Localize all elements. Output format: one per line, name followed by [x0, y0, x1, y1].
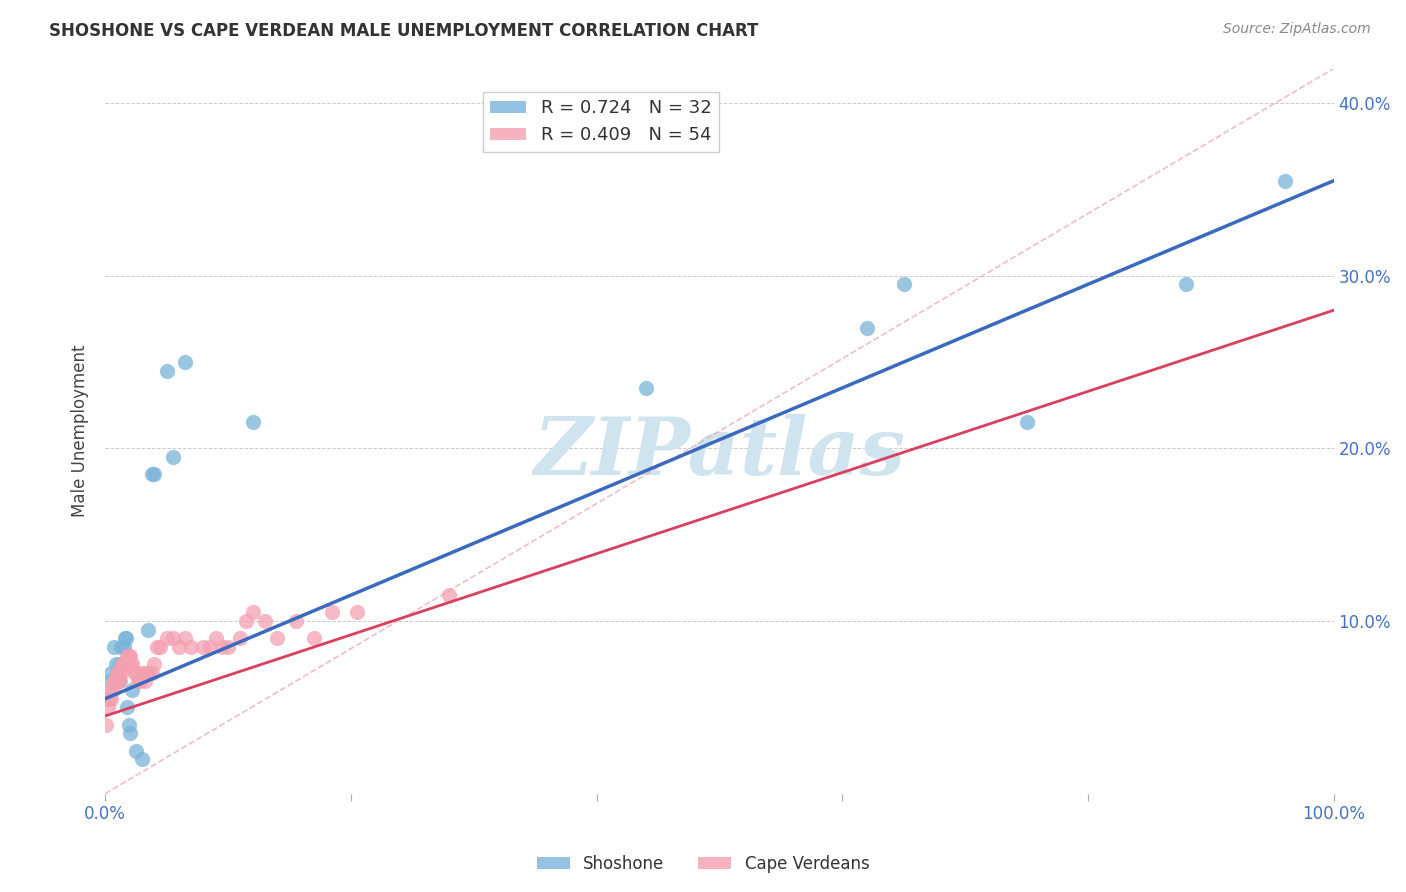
Point [162, 450, 184, 464]
Point [141, 665, 163, 680]
Point [229, 632, 252, 646]
Point [302, 632, 325, 646]
Point [100, 665, 122, 680]
Point [253, 614, 276, 628]
Point [112, 640, 135, 654]
Point [97, 700, 120, 714]
Point [162, 632, 184, 646]
Point [156, 364, 179, 378]
Point [110, 665, 132, 680]
Point [131, 665, 153, 680]
Text: ZIPatlas: ZIPatlas [533, 414, 905, 491]
Point [127, 674, 149, 689]
Point [146, 640, 169, 654]
Point [104, 674, 127, 689]
Point [128, 674, 150, 689]
Point [120, 657, 142, 672]
Point [437, 588, 460, 602]
Point [180, 640, 202, 654]
Point [134, 674, 156, 689]
Point [118, 648, 141, 663]
Point [1015, 416, 1038, 430]
Point [198, 640, 221, 654]
Point [105, 657, 128, 672]
Point [108, 657, 131, 672]
Point [136, 665, 159, 680]
Point [117, 648, 139, 663]
Point [321, 606, 343, 620]
Point [138, 665, 160, 680]
Point [143, 657, 166, 672]
Point [111, 657, 134, 672]
Point [242, 416, 264, 430]
Point [98, 683, 121, 698]
Text: Source: ZipAtlas.com: Source: ZipAtlas.com [1223, 22, 1371, 37]
Point [97, 691, 120, 706]
Point [193, 640, 215, 654]
Point [117, 717, 139, 731]
Point [107, 665, 129, 680]
Point [284, 614, 307, 628]
Point [100, 691, 122, 706]
Point [101, 683, 124, 698]
Point [211, 640, 233, 654]
Text: SHOSHONE VS CAPE VERDEAN MALE UNEMPLOYMENT CORRELATION CHART: SHOSHONE VS CAPE VERDEAN MALE UNEMPLOYME… [49, 22, 759, 40]
Point [117, 648, 139, 663]
Point [118, 726, 141, 740]
Point [96, 717, 118, 731]
Point [634, 381, 657, 395]
Point [149, 640, 172, 654]
Point [1274, 174, 1296, 188]
Point [107, 665, 129, 680]
Point [121, 657, 143, 672]
Point [143, 467, 166, 482]
Point [1175, 277, 1198, 292]
Point [136, 623, 159, 637]
Point [856, 320, 879, 334]
Point [141, 467, 163, 482]
Point [204, 632, 226, 646]
Point [266, 632, 288, 646]
Point [105, 674, 128, 689]
Point [115, 632, 138, 646]
Point [125, 743, 148, 757]
Point [167, 640, 190, 654]
Point [217, 640, 239, 654]
Point [125, 665, 148, 680]
Point [104, 674, 127, 689]
Point [103, 640, 125, 654]
Point [117, 700, 139, 714]
Point [346, 606, 368, 620]
Point [112, 657, 135, 672]
Point [115, 657, 138, 672]
Point [107, 674, 129, 689]
Point [103, 674, 125, 689]
Point [131, 752, 153, 766]
Point [174, 355, 197, 369]
Point [114, 632, 136, 646]
Point [242, 606, 264, 620]
Point [108, 674, 131, 689]
Y-axis label: Male Unemployment: Male Unemployment [72, 345, 89, 517]
Point [893, 277, 915, 292]
Legend: Shoshone, Cape Verdeans: Shoshone, Cape Verdeans [530, 848, 876, 880]
Point [114, 657, 136, 672]
Point [110, 640, 132, 654]
Point [107, 674, 129, 689]
Point [98, 674, 121, 689]
Point [121, 683, 143, 698]
Point [97, 691, 120, 706]
Legend: R = 0.724   N = 32, R = 0.409   N = 54: R = 0.724 N = 32, R = 0.409 N = 54 [482, 92, 718, 152]
Point [235, 614, 257, 628]
Point [174, 632, 197, 646]
Point [156, 632, 179, 646]
Point [124, 665, 146, 680]
